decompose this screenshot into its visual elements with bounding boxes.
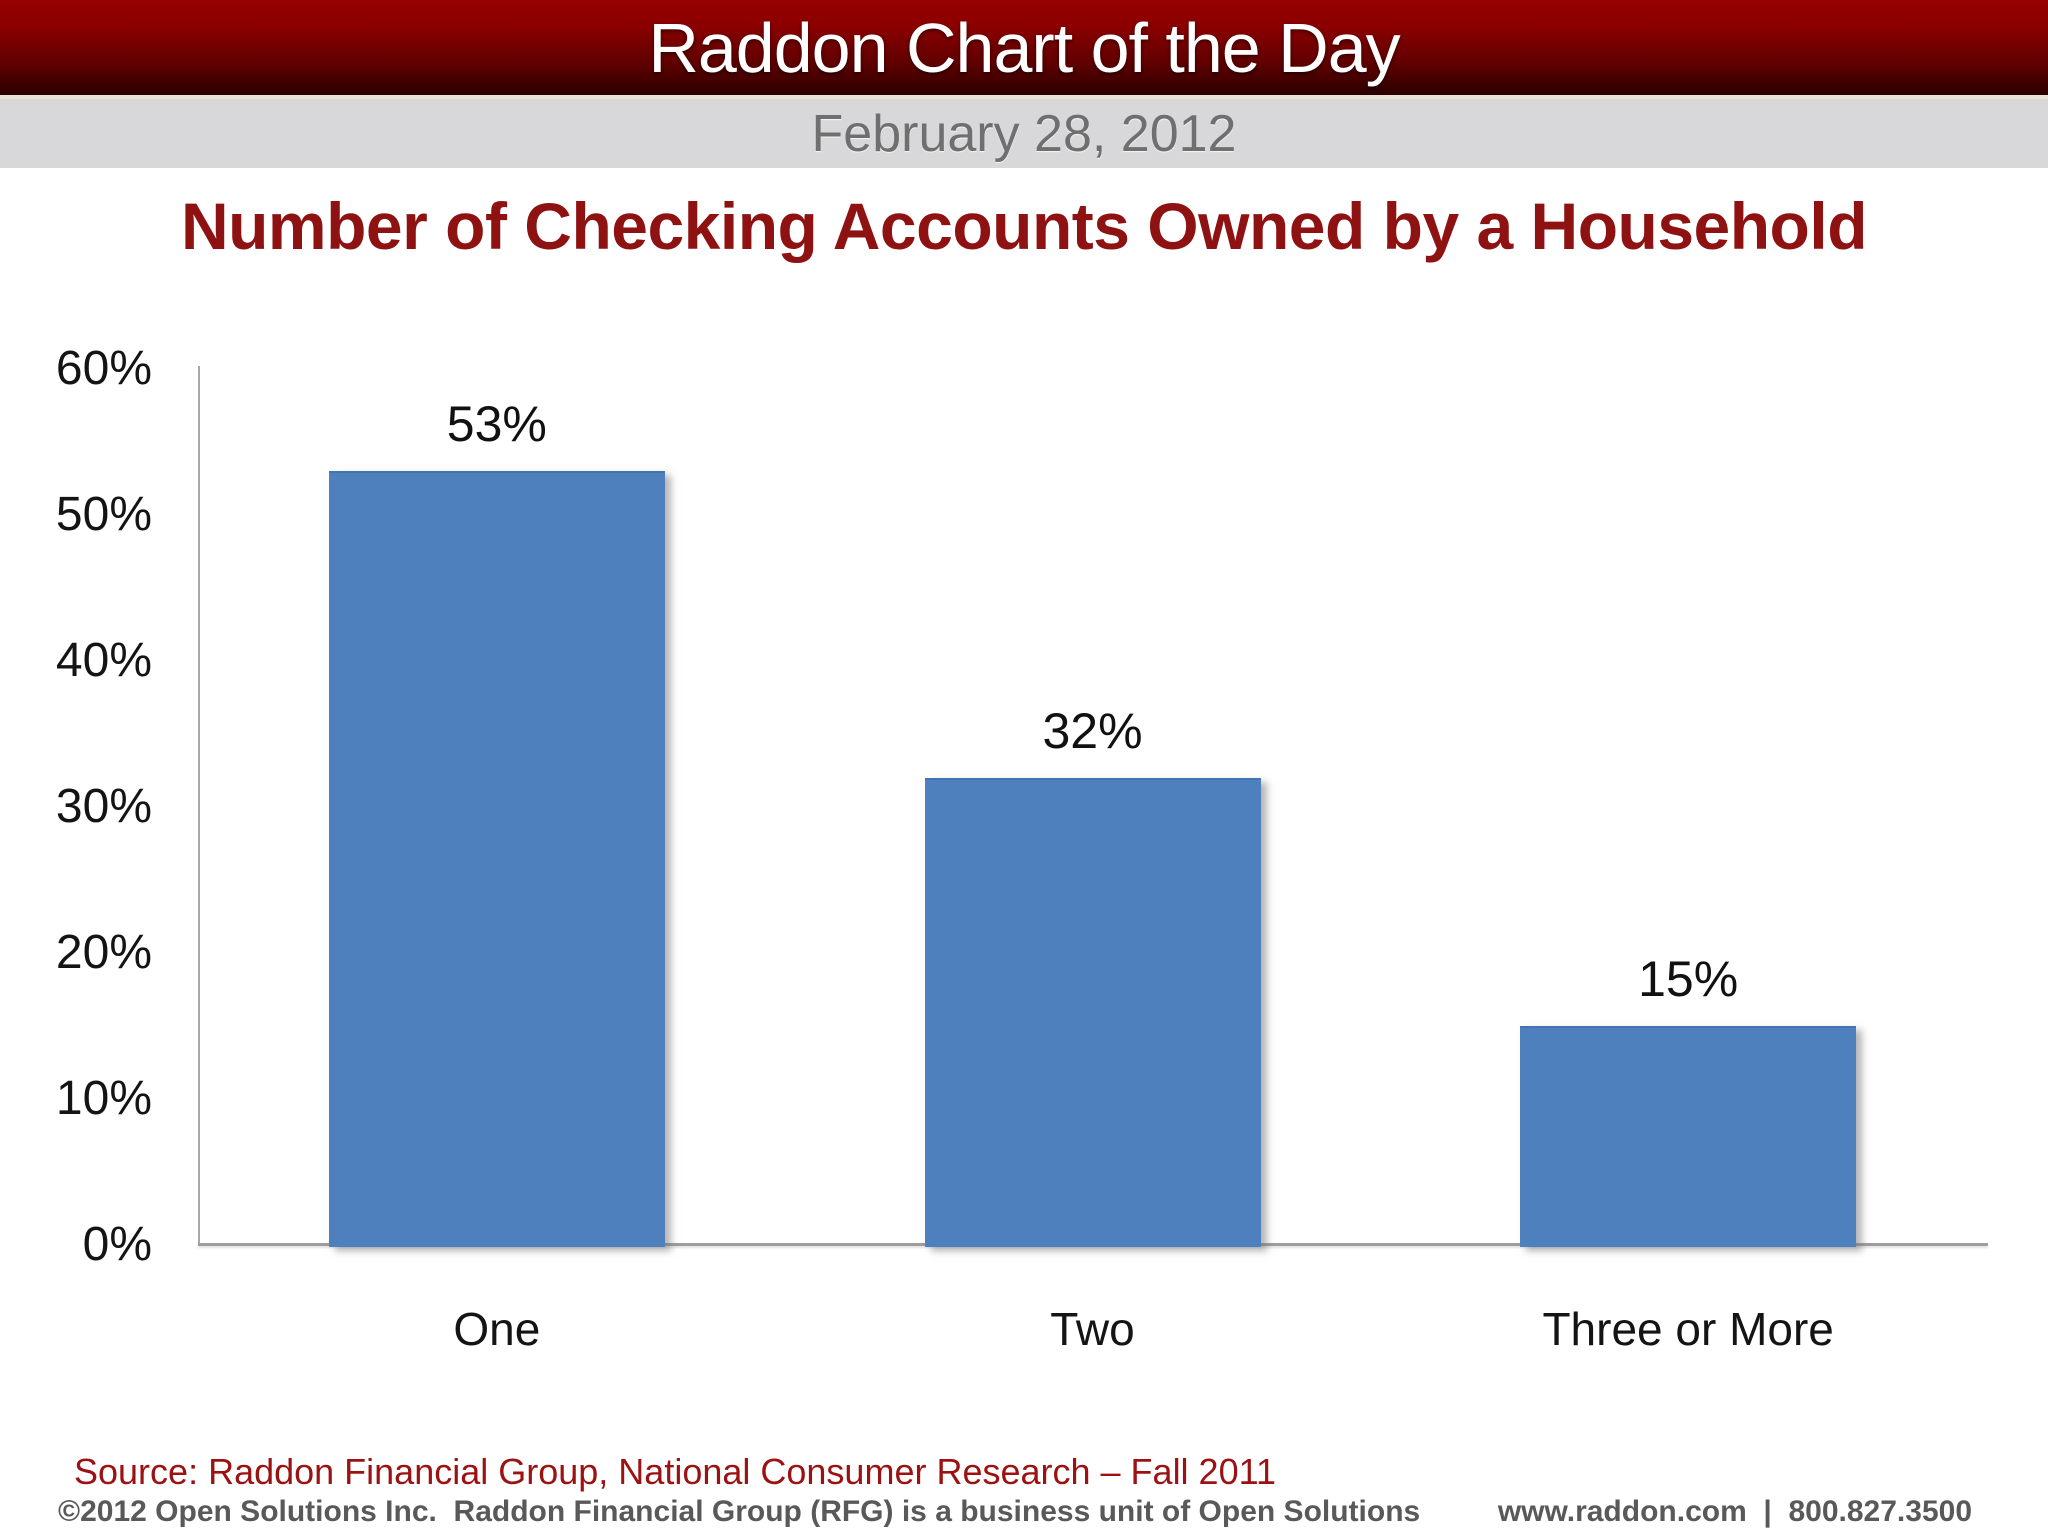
page-title: Raddon Chart of the Day — [648, 8, 1400, 87]
y-tick-label: 50% — [55, 488, 152, 541]
y-tick-label: 10% — [55, 1072, 152, 1125]
data-label-three-or-more: 15% — [1638, 951, 1739, 1007]
header-separator — [0, 95, 2048, 99]
copyright-note: ©2012 Open Solutions Inc. Raddon Financi… — [58, 1495, 1421, 1528]
y-axis-line — [198, 366, 200, 1245]
y-tick-label: 60% — [55, 342, 152, 395]
date-text: February 28, 2012 — [811, 104, 1237, 163]
y-tick-label: 20% — [55, 926, 152, 979]
category-label-one: One — [453, 1303, 541, 1355]
header-banner: Raddon Chart of the Day — [0, 0, 2048, 95]
source-note: Source: Raddon Financial Group, National… — [74, 1451, 1276, 1492]
y-tick-label: 40% — [55, 634, 152, 687]
y-tick-label: 30% — [55, 780, 152, 833]
category-label-three-or-more: Three or More — [1542, 1303, 1834, 1355]
y-tick-label: 0% — [82, 1218, 152, 1271]
category-label-two: Two — [1050, 1303, 1135, 1355]
data-label-two: 32% — [1042, 702, 1143, 759]
data-label-one: 53% — [446, 396, 547, 453]
chart-title: Number of Checking Accounts Owned by a H… — [180, 189, 1868, 263]
bar-one — [328, 471, 665, 1247]
bar-three-or-more — [1520, 1026, 1857, 1247]
date-band: February 28, 2012 — [0, 99, 2048, 168]
contact-info: www.raddon.com | 800.827.3500 — [1497, 1495, 1972, 1528]
bar-two — [924, 777, 1261, 1247]
